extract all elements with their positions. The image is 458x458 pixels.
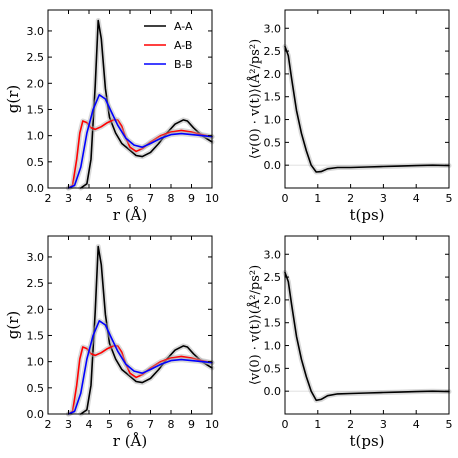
y-tick-label: 3.0	[27, 251, 45, 264]
x-tick-label: 7	[147, 192, 154, 205]
panel-bottom-left: 2 3 4 5 6 7 8 9 10 0.0 0.5 1.0 1.5 2.0 2.5 3.0 r (Å) g(r)	[4, 235, 219, 450]
series-line-b-b	[67, 94, 213, 189]
band-A-A	[78, 244, 215, 417]
x-tick-label: 8	[168, 192, 175, 205]
y-axis-label: ⟨v(0) · v(t)⟩(Å²/ps²)	[247, 265, 263, 385]
x-tick-label: 1	[314, 192, 321, 205]
y-tick-label: 0.0	[264, 385, 282, 398]
series-line-b-b	[67, 320, 213, 415]
y-tick-label: 0.0	[27, 408, 45, 421]
y-tick-label: 2.5	[264, 271, 282, 284]
x-tick-label: 3	[380, 418, 387, 431]
series-line-a-b	[67, 119, 213, 189]
y-tick-label: 1.5	[27, 103, 45, 116]
y-tick-label: 0.5	[27, 156, 45, 169]
y-tick-label: 0.5	[264, 136, 282, 149]
plot-frame	[284, 235, 450, 415]
band-vacf	[282, 44, 452, 175]
x-tick-label: 5	[106, 418, 113, 431]
x-tick-label: 0	[282, 192, 289, 205]
x-tick-label: 2	[45, 192, 52, 205]
y-tick-label: 3.0	[27, 25, 45, 38]
legend-label-a-b: A-B	[174, 39, 192, 52]
series-line-vacf	[284, 45, 450, 173]
y-tick-label: 2.0	[264, 68, 282, 81]
x-tick-label: 6	[127, 418, 134, 431]
y-tick-label: 1.5	[264, 317, 282, 330]
x-tick-label: 2	[347, 192, 354, 205]
x-axis-label: t(ps)	[349, 206, 384, 224]
x-tick-label: 5	[446, 192, 453, 205]
x-tick-label: 7	[147, 418, 154, 431]
y-tick-label: 1.0	[27, 356, 45, 369]
x-tick-label: 4	[86, 192, 93, 205]
series-line-a-b	[67, 345, 213, 415]
x-axis-label: r (Å)	[113, 432, 147, 450]
y-tick-label: 1.0	[264, 340, 282, 353]
y-axis-label: ⟨v(0) · v(t)⟩(Å²/ps²)	[247, 39, 263, 159]
plot-frame	[284, 9, 450, 189]
x-tick-label: 8	[168, 418, 175, 431]
panel-bottom-right: 0 1 2 3 4 5 0.0 0.5 1.0 1.5 2.0 2.5 3.0 t(ps) ⟨v(0) · …	[247, 235, 453, 450]
y-tick-label: 1.5	[264, 91, 282, 104]
y-tick-label: 3.0	[264, 248, 282, 261]
plot-frame	[47, 9, 213, 189]
y-tick-label: 2.5	[27, 51, 45, 64]
x-tick-label: 0	[282, 418, 289, 431]
y-tick-label: 0.0	[27, 182, 45, 195]
y-tick-label: 0.0	[264, 159, 282, 172]
y-axis-label: g(r)	[4, 311, 22, 339]
x-tick-label: 9	[188, 418, 195, 431]
legend-label-b-b: B-B	[174, 58, 193, 71]
x-tick-label: 5	[446, 418, 453, 431]
y-tick-label: 2.0	[27, 303, 45, 316]
x-tick-label: 2	[347, 418, 354, 431]
x-tick-label: 3	[380, 192, 387, 205]
band-vacf	[282, 270, 452, 403]
y-tick-label: 2.5	[264, 45, 282, 58]
y-tick-label: 0.5	[27, 382, 45, 395]
y-tick-label: 1.0	[27, 130, 45, 143]
y-axis-label: g(r)	[4, 85, 22, 113]
x-tick-label: 6	[127, 192, 134, 205]
series-line-vacf	[284, 271, 450, 402]
x-tick-label: 4	[413, 192, 420, 205]
x-tick-label: 3	[65, 192, 72, 205]
y-tick-label: 1.0	[264, 114, 282, 127]
x-tick-label: 4	[86, 418, 93, 431]
series-line-a-a	[80, 19, 213, 189]
y-tick-label: 1.5	[27, 329, 45, 342]
y-tick-label: 2.0	[27, 77, 45, 90]
x-tick-label: 9	[188, 192, 195, 205]
x-tick-label: 2	[45, 418, 52, 431]
x-tick-label: 1	[314, 418, 321, 431]
y-tick-label: 3.0	[264, 22, 282, 35]
plot-frame	[47, 235, 213, 415]
x-tick-label: 3	[65, 418, 72, 431]
panel-top-right: 0 1 2 3 4 5 0.0 0.5 1.0 1.5 2.0 2.5 3.0 t(ps) ⟨v(0) · …	[247, 9, 453, 224]
x-tick-label: 5	[106, 192, 113, 205]
x-tick-label: 10	[205, 418, 219, 431]
series-line-a-a	[80, 245, 213, 415]
y-tick-label: 0.5	[264, 362, 282, 375]
x-tick-label: 10	[205, 192, 219, 205]
panel-top-left: 2 3 4 5 6 7 8 9 10 0.0 0.5 1.0 1.5 2.0 2.5 3.0 r (Å) g(r)…	[4, 9, 219, 224]
y-tick-label: 2.5	[27, 277, 45, 290]
x-axis-label: t(ps)	[349, 432, 384, 450]
x-tick-label: 4	[413, 418, 420, 431]
x-axis-label: r (Å)	[113, 206, 147, 224]
y-tick-label: 2.0	[264, 294, 282, 307]
legend-label-a-a: A-A	[174, 20, 193, 33]
